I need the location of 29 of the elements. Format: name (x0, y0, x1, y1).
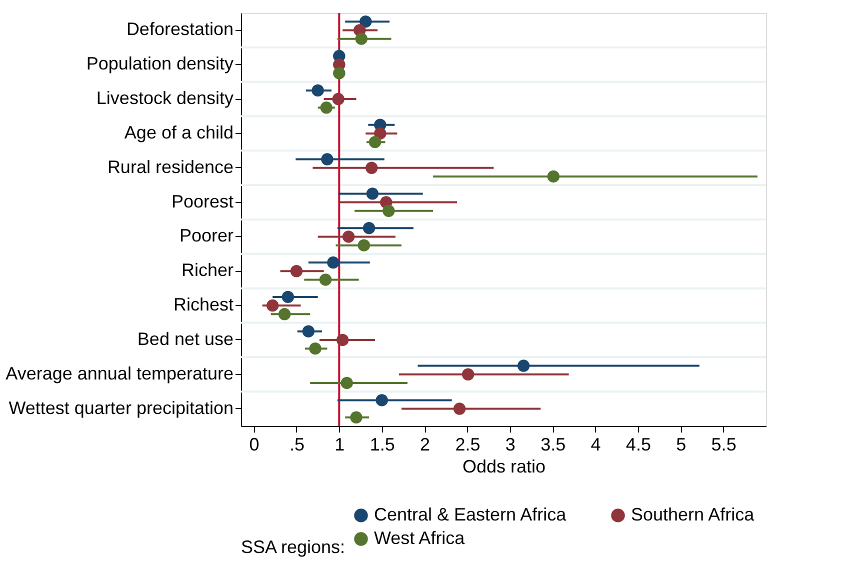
x-tick-label: 1.5 (370, 434, 395, 454)
x-tick-label: 3.5 (540, 434, 566, 454)
legend-title: SSA regions: (241, 537, 346, 557)
y-tick-label: Poorer (179, 226, 234, 246)
legend-label: Southern Africa (631, 504, 756, 524)
x-tick-label: 0 (249, 434, 260, 454)
x-tick-label: 2 (420, 434, 430, 454)
x-tick-label: 3 (505, 434, 516, 454)
x-tick-label: 4 (590, 434, 601, 454)
x-tick-label: 2.5 (455, 434, 480, 454)
x-tick-label: .5 (289, 434, 304, 454)
x-axis-title: Odds ratio (462, 456, 546, 476)
legend-label: Central & Eastern Africa (374, 504, 568, 524)
x-tick-label: 5.5 (711, 434, 736, 454)
y-tick-label: Wettest quarter precipitation (8, 398, 234, 418)
y-tick-label: Rural residence (107, 156, 234, 177)
y-tick-label: Population density (86, 54, 234, 74)
y-tick-label: Richest (173, 294, 234, 315)
y-tick-label: Deforestation (126, 19, 234, 40)
y-tick-label: Age of a child (124, 122, 234, 142)
y-tick-label: Richer (181, 260, 234, 280)
y-tick-label: Average annual temperature (6, 363, 234, 384)
x-tick-label: 5 (676, 434, 686, 454)
legend-label: West Africa (374, 528, 466, 548)
x-tick-label: 4.5 (626, 434, 651, 454)
y-tick-label: Livestock density (96, 88, 234, 108)
y-tick-label: Poorest (171, 191, 234, 212)
y-tick-label: Bed net use (137, 328, 234, 349)
x-tick-label: 1 (334, 434, 345, 454)
